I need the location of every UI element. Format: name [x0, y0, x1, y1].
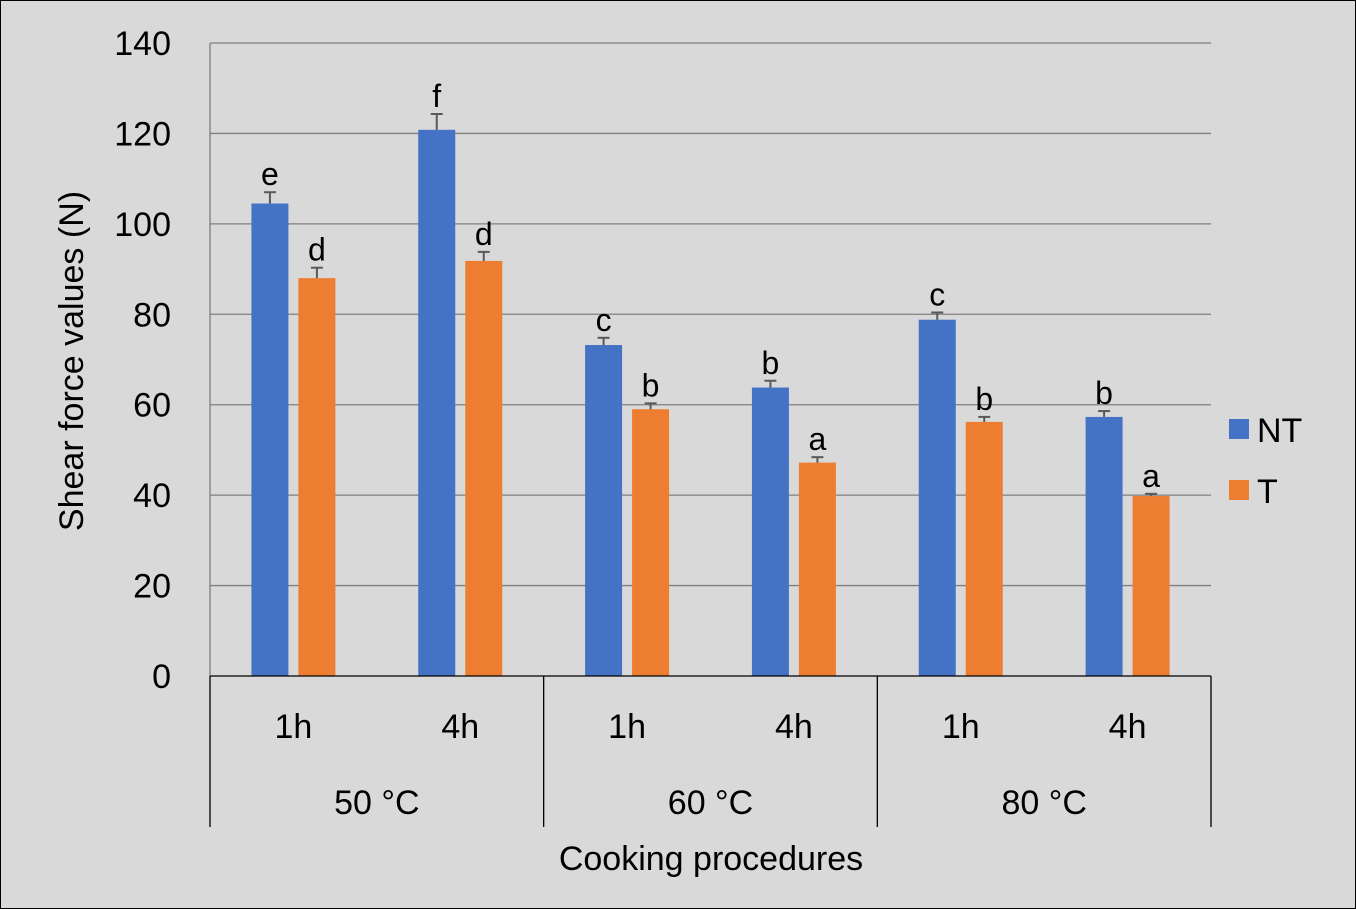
data-label: e — [261, 156, 279, 192]
x-axis-label: Cooking procedures — [559, 840, 863, 878]
data-label: d — [308, 232, 326, 268]
bar-T-4 — [965, 421, 1003, 676]
y-tick-label: 100 — [114, 206, 171, 244]
y-tick-label: 60 — [133, 387, 171, 425]
data-label: a — [809, 421, 827, 457]
bar-NT-4 — [918, 319, 956, 676]
data-label: b — [975, 381, 993, 417]
y-tick-label: 40 — [133, 477, 171, 515]
gridlines — [209, 42, 1211, 676]
group-label: 50 °C — [334, 784, 419, 822]
x-tick-label: 4h — [775, 708, 813, 746]
legend: NT T — [1229, 412, 1302, 511]
legend-swatch-NT — [1229, 419, 1249, 439]
y-axis-ticks: 0 20 40 60 80 100 120 140 — [114, 25, 171, 696]
x-tick-label: 1h — [275, 708, 313, 746]
bar-T-0 — [298, 278, 336, 676]
x-tick-label: 4h — [1109, 708, 1147, 746]
bar-NT-1 — [418, 129, 456, 677]
bar-NT-0 — [251, 203, 289, 676]
legend-swatch-T — [1229, 480, 1249, 500]
group-label: 80 °C — [1001, 784, 1086, 822]
bar-T-5 — [1132, 496, 1170, 676]
bar-T-1 — [465, 260, 503, 676]
legend-label-NT: NT — [1257, 412, 1302, 450]
data-label: b — [642, 367, 660, 403]
data-label: f — [432, 78, 441, 114]
x-tick-label: 1h — [608, 708, 646, 746]
y-tick-label: 80 — [133, 296, 171, 334]
group-label: 60 °C — [668, 784, 753, 822]
y-tick-label: 140 — [114, 25, 171, 63]
y-tick-label: 120 — [114, 115, 171, 153]
x-tick-label: 4h — [441, 708, 479, 746]
data-label: a — [1142, 458, 1160, 494]
data-label: b — [762, 345, 780, 381]
data-label: c — [596, 302, 612, 338]
data-label: b — [1095, 375, 1113, 411]
y-tick-label: 0 — [152, 658, 171, 696]
bar-T-3 — [798, 462, 836, 676]
bar-T-2 — [632, 409, 670, 676]
legend-label-T: T — [1257, 473, 1278, 511]
bar-NT-3 — [751, 387, 789, 676]
bar-NT-2 — [585, 345, 623, 676]
x-axis: 1h 4h 1h 4h 1h 4h 50 °C 60 °C 80 °C — [209, 675, 1212, 827]
y-axis-label: Shear force values (N) — [53, 191, 91, 531]
data-label: c — [929, 276, 945, 312]
x-tick-label: 1h — [942, 708, 980, 746]
y-tick-label: 20 — [133, 568, 171, 606]
bar-NT-5 — [1085, 416, 1123, 676]
data-label: d — [475, 216, 493, 252]
